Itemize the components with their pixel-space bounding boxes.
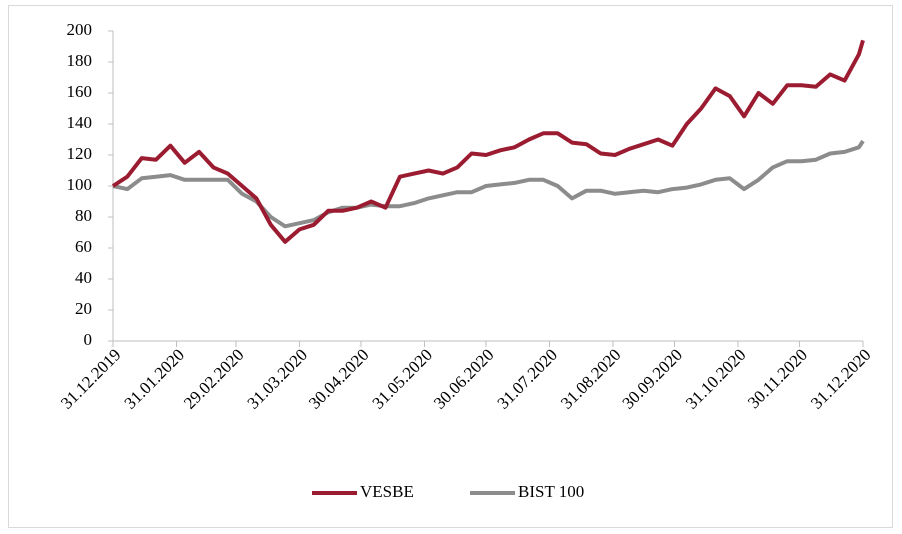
y-tick-label: 160	[67, 82, 93, 101]
y-tick-label: 100	[67, 175, 93, 194]
y-tick-label: 140	[67, 113, 93, 132]
series-line	[112, 139, 865, 229]
y-tick-label: 120	[67, 144, 93, 163]
y-tick-label: 20	[75, 299, 92, 318]
y-tick-label: 60	[75, 237, 92, 256]
legend-label: BIST 100	[518, 482, 584, 501]
y-tick-label: 0	[84, 330, 93, 349]
series-line	[111, 39, 865, 244]
y-tick-label: 200	[67, 20, 93, 39]
y-tick-label: 80	[75, 206, 92, 225]
y-tick-label: 180	[67, 51, 93, 70]
chart-border	[8, 5, 893, 528]
y-tick-label: 40	[75, 268, 92, 287]
legend-label: VESBE	[360, 482, 414, 501]
